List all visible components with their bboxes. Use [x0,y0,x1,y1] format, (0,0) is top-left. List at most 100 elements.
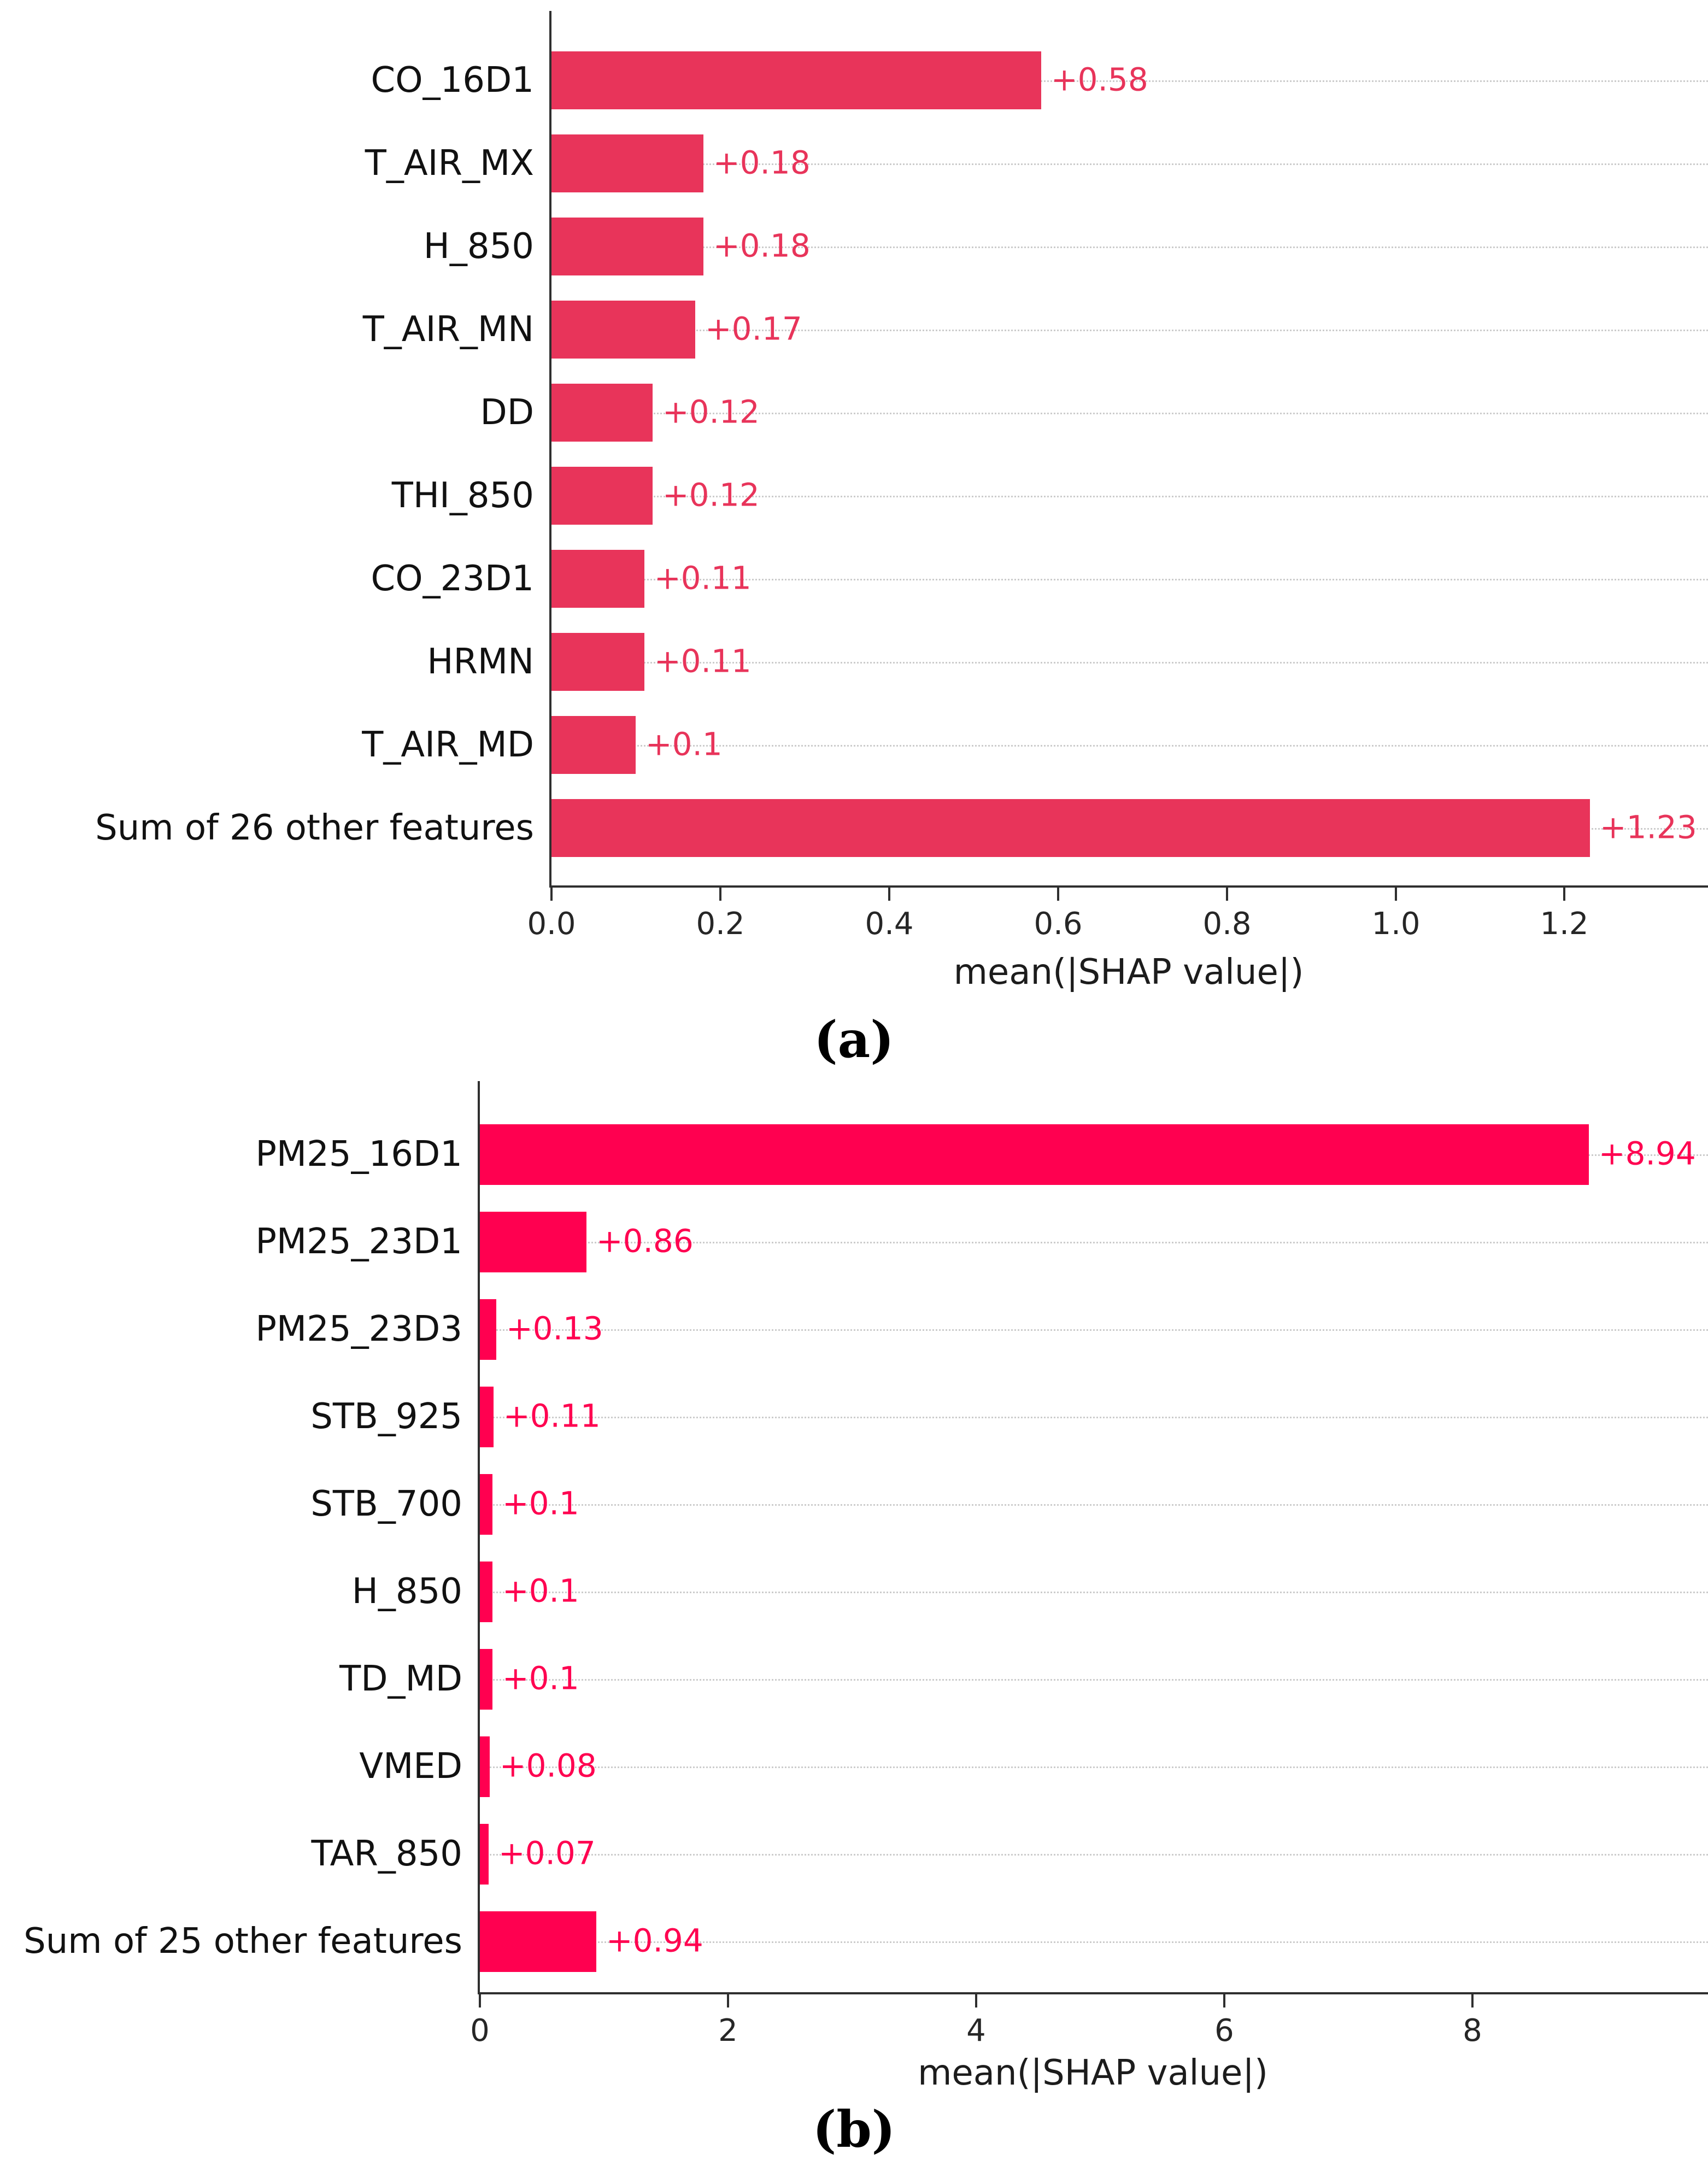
value-label: +0.11 [654,559,752,597]
bar-PM25_23D3 [480,1299,496,1360]
gridline [551,745,1708,747]
subfigure-caption-b: (b) [812,2100,896,2159]
bar-VMED [480,1736,490,1797]
value-label: +0.17 [705,310,802,348]
x-tick-label: 6 [1214,2013,1234,2048]
x-tick-mark [1226,888,1228,901]
category-label: H_850 [423,226,534,267]
bar-DD [551,384,653,442]
bar-H_850 [480,1561,492,1622]
category-label: DD [480,392,534,433]
x-tick-label: 2 [718,2013,738,2048]
category-label: PM25_23D3 [255,1309,462,1349]
x-tick-mark [975,1994,977,2007]
plot-area-b: +8.94 PM25_16D1 +0.86 PM25_23D1 +0.13 PM25_23… [24,1081,1708,2048]
gridline [551,80,1708,82]
x-tick-label: 1.0 [1371,906,1421,942]
value-label: +0.12 [662,393,760,431]
plot-area-a: +0.58 CO_16D1 +0.18 T_AIR_MX +0.18 H_850 +0.17… [95,11,1708,942]
x-tick-mark [1471,1994,1474,2007]
value-label: +0.11 [503,1397,601,1435]
gridline [551,579,1708,580]
value-label: +0.1 [502,1484,579,1522]
category-label: T_AIR_MN [362,309,534,350]
bar-T_AIR_MX [551,134,703,192]
x-tick-label: 0.0 [527,906,576,942]
gridline [480,1592,1708,1593]
gridline [551,413,1708,414]
bar-TD_MD [480,1648,492,1710]
x-tick-mark [719,888,721,901]
gridline [551,330,1708,331]
subfigure-caption-a: (a) [814,1010,894,1069]
value-label: +8.94 [1599,1135,1696,1172]
bar-PM25_16D1 [480,1124,1589,1185]
category-label: CO_16D1 [371,60,535,101]
value-label: +0.1 [502,1659,579,1697]
category-label: THI_850 [391,476,534,516]
value-label: +0.07 [498,1834,596,1872]
gridline [480,1242,1708,1243]
x-tick-label: 0.2 [696,906,745,942]
x-tick-label: 8 [1463,2013,1482,2048]
bar-TAR_850 [480,1823,489,1885]
x-axis-title-a: mean(|SHAP value|) [953,952,1304,993]
category-label: PM25_23D1 [255,1222,462,1262]
x-tick-label: 0.6 [1034,906,1083,942]
category-label: HRMN [427,642,534,682]
gridline [480,1504,1708,1506]
bar-THI_850 [551,467,653,525]
category-label: Sum of 25 other features [24,1921,462,1962]
category-label: H_850 [351,1571,462,1612]
bar-T_AIR_MN [551,301,695,359]
x-tick-mark [1223,1994,1225,2007]
category-label: TAR_850 [311,1834,462,1874]
value-label: +0.18 [713,144,811,181]
x-tick-mark [1395,888,1397,901]
gridline [480,1766,1708,1768]
x-tick-mark [727,1994,729,2007]
bar-H_850 [551,218,703,275]
value-label: +0.1 [645,725,723,763]
x-tick-label: 0.8 [1202,906,1252,942]
category-label: PM25_16D1 [255,1134,462,1175]
gridline [480,1417,1708,1418]
bar-CO_16D1 [551,51,1041,109]
value-label: +0.08 [500,1747,597,1785]
value-label: +0.11 [654,642,752,680]
gridline [551,496,1708,497]
gridline [480,1941,1708,1943]
category-label: T_AIR_MD [362,725,534,765]
x-tick-label: 0 [470,2013,490,2048]
category-label: T_AIR_MX [365,143,534,184]
gridline [480,1854,1708,1856]
category-label: VMED [359,1746,462,1787]
value-label: +0.1 [502,1572,579,1610]
category-label: TD_MD [339,1659,462,1699]
x-tick-label: 1.2 [1540,906,1589,942]
x-axis-title-b: mean(|SHAP value|) [918,2053,1268,2093]
bar-STB_925 [480,1386,494,1447]
x-tick-mark [1057,888,1059,901]
x-tick-mark [479,1994,481,2007]
gridline [480,1329,1708,1331]
gridline [480,1679,1708,1681]
x-tick-mark [888,888,890,901]
x-tick-label: 4 [966,2013,986,2048]
bar-HRMN [551,633,644,691]
value-label: +0.86 [596,1222,694,1260]
value-label: +0.12 [662,476,760,514]
category-label: Sum of 26 other features [95,808,534,848]
value-label: +0.94 [606,1922,703,1959]
bar-Sum of 26 other features [551,799,1590,857]
x-tick-mark [550,888,553,901]
value-label: +0.58 [1051,61,1148,98]
x-tick-mark [1563,888,1565,901]
category-label: STB_925 [310,1396,462,1437]
value-label: +0.18 [713,227,811,265]
value-label: +0.13 [506,1310,603,1347]
gridline [551,662,1708,664]
bar-PM25_23D1 [480,1211,586,1272]
bar-Sum of 25 other features [480,1911,596,1972]
